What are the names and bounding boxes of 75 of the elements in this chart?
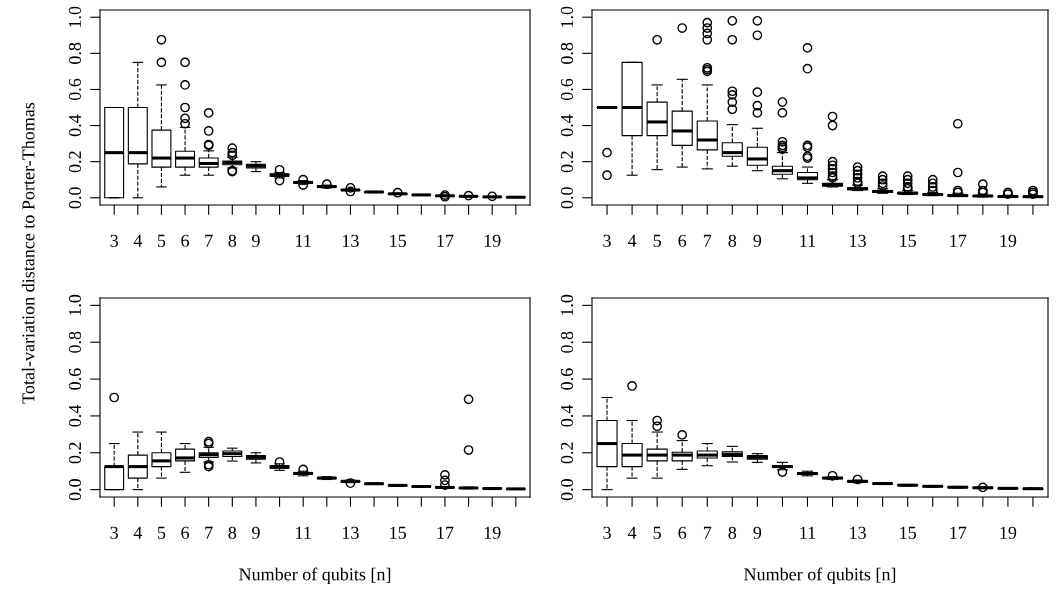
y-tick-label: 0.8: [68, 42, 82, 64]
y-tick-label: 0.0: [68, 187, 82, 209]
x-tick-label: 19: [484, 526, 501, 539]
x-tick-label: 17: [437, 526, 454, 539]
x-tick-label: 13: [850, 526, 866, 539]
x-tick-label: 8: [228, 526, 237, 539]
x-tick-label: 11: [296, 526, 311, 539]
y-tick-label: 1.0: [68, 6, 82, 27]
y-tick-label: 0.2: [560, 151, 574, 173]
x-tick-label: 15: [390, 526, 407, 539]
x-tick-label: 19: [1000, 234, 1017, 247]
y-tick-label: 0.6: [560, 368, 574, 390]
x-tick-label: 3: [603, 234, 611, 247]
x-tick-label: 6: [181, 526, 190, 539]
x-tick-label: 17: [950, 234, 967, 247]
x-axis-title: Number of qubits [n]: [744, 567, 896, 585]
x-tick-label: 15: [900, 234, 917, 247]
x-tick-label: 11: [296, 234, 311, 247]
x-tick-label: 11: [800, 526, 816, 539]
x-tick-label: 15: [390, 234, 407, 247]
y-tick-label: 0.4: [560, 404, 574, 427]
x-tick-label: 19: [1000, 526, 1017, 539]
y-tick-label: 0.4: [68, 114, 82, 137]
x-tick-label: 13: [343, 234, 359, 247]
x-tick-label: 9: [252, 234, 260, 247]
x-tick-label: 15: [900, 526, 917, 539]
x-tick-label: 17: [437, 234, 454, 247]
x-tick-label: 9: [753, 234, 762, 247]
x-tick-label: 8: [728, 526, 737, 539]
x-tick-label: 5: [157, 526, 166, 539]
x-tick-label: 7: [205, 526, 213, 539]
x-tick-label: 3: [110, 526, 118, 539]
x-tick-label: 9: [753, 526, 762, 539]
y-tick-label: 0.0: [560, 479, 574, 501]
x-tick-label: 3: [603, 526, 611, 539]
y-tick-label: 0.6: [68, 78, 82, 101]
y-tick-label: 1.0: [560, 294, 574, 316]
x-tick-label: 7: [703, 526, 712, 539]
x-tick-label: 8: [228, 234, 237, 247]
y-axis-title: Total-variation distance to Porter-Thomas: [21, 102, 35, 404]
x-tick-label: 4: [627, 526, 637, 539]
y-tick-label: 0.0: [560, 187, 574, 209]
x-tick-label: 3: [110, 234, 118, 247]
x-tick-label: 7: [703, 234, 712, 247]
y-tick-label: 0.6: [68, 368, 82, 390]
x-tick-label: 5: [157, 234, 166, 247]
x-axis-title: Number of qubits [n]: [239, 567, 391, 585]
x-tick-label: 6: [678, 526, 687, 539]
y-tick-label: 1.0: [68, 294, 82, 316]
x-tick-label: 4: [133, 526, 143, 539]
x-tick-label: 5: [653, 526, 661, 539]
y-tick-label: 0.2: [68, 442, 82, 464]
x-tick-label: 17: [950, 526, 967, 539]
y-tick-label: 0.8: [560, 42, 574, 64]
y-tick-label: 0.4: [68, 404, 82, 427]
x-tick-label: 5: [653, 234, 661, 247]
y-tick-label: 0.8: [68, 331, 82, 353]
y-tick-label: 0.4: [560, 114, 574, 137]
x-tick-label: 4: [627, 234, 637, 247]
y-tick-label: 1.0: [560, 6, 574, 27]
y-tick-label: 0.2: [560, 442, 574, 464]
y-tick-label: 0.8: [560, 331, 574, 353]
y-tick-label: 0.0: [68, 479, 82, 501]
y-tick-label: 0.2: [68, 151, 82, 173]
x-tick-label: 4: [133, 234, 143, 247]
x-tick-label: 13: [343, 526, 359, 539]
x-tick-label: 19: [484, 234, 501, 247]
x-tick-label: 11: [800, 234, 816, 247]
x-tick-label: 8: [728, 234, 737, 247]
x-tick-label: 9: [252, 526, 260, 539]
y-tick-label: 0.6: [560, 78, 574, 101]
x-tick-label: 6: [678, 234, 687, 247]
x-tick-label: 6: [181, 234, 190, 247]
x-tick-label: 7: [205, 234, 213, 247]
x-tick-label: 13: [850, 234, 866, 247]
